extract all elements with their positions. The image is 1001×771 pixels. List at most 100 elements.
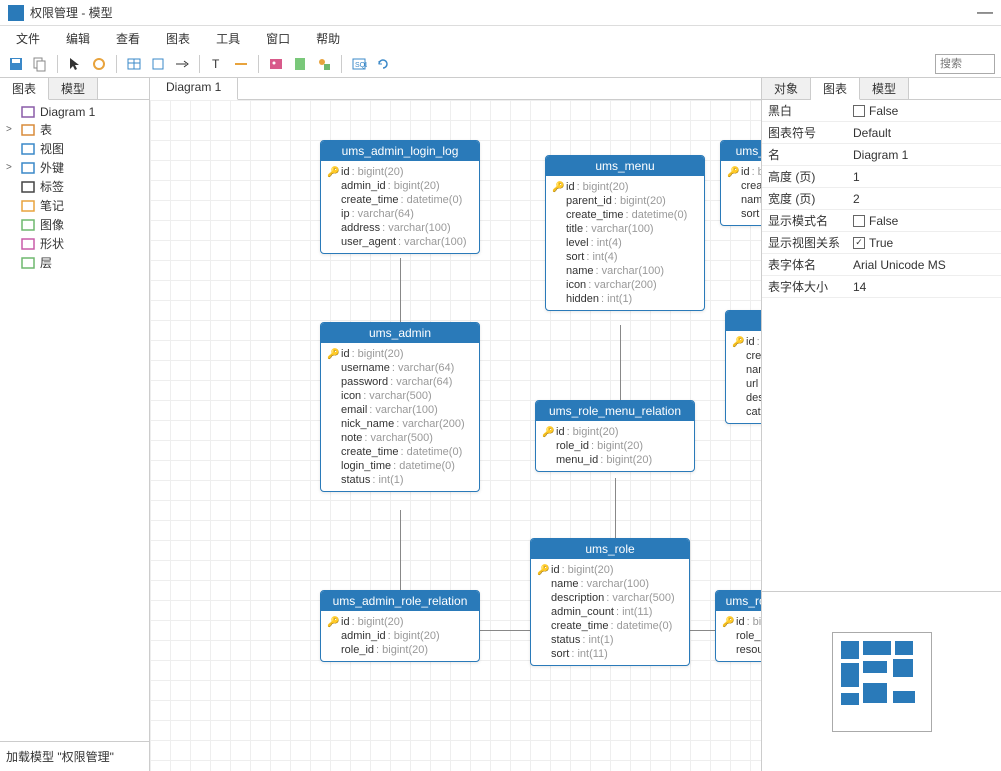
field-row: create_time: datetime(0) [552,208,698,222]
entity-ums_admin_role_relation[interactable]: ums_admin_role_relation🔑id: bigint(20)ad… [320,590,480,662]
menu-编辑[interactable]: 编辑 [54,28,102,49]
prop-row[interactable]: 宽度 (页)2 [762,188,1001,210]
prop-row[interactable]: 表字体大小14 [762,276,1001,298]
right-tabs: 对象图表模型 [762,78,1001,100]
entity-header: ums_role_resource_relation [716,591,761,611]
arrow-btn[interactable] [172,54,192,74]
entity-ums_resource_category[interactable]: ums_resource_category🔑id: bigint(20)crea… [720,140,761,226]
prop-row[interactable]: 黑白False [762,100,1001,122]
table-btn[interactable] [124,54,144,74]
property-grid[interactable]: 黑白False图表符号Default名Diagram 1高度 (页)1宽度 (页… [762,100,1001,591]
app-icon [8,5,24,21]
entity-ums_role_menu_relation[interactable]: ums_role_menu_relation🔑id: bigint(20)rol… [535,400,695,472]
left-tab-1[interactable]: 模型 [49,78,98,99]
field-row: sort: int(11) [537,647,683,661]
hline-btn[interactable] [231,54,251,74]
hand-btn[interactable] [89,54,109,74]
image-btn[interactable] [266,54,286,74]
field-row: 🔑id: bigint(20) [327,165,473,179]
text-btn[interactable]: T [207,54,227,74]
tree-diagram[interactable]: Diagram 1 [2,104,147,120]
minimap-block [841,663,859,687]
shape-btn[interactable] [314,54,334,74]
prop-row[interactable]: 表字体名Arial Unicode MS [762,254,1001,276]
tree-view[interactable]: 视图 [2,139,147,158]
save-btn[interactable] [6,54,26,74]
field-row: create_time: datetime(0) [327,193,473,207]
search-input[interactable] [935,54,995,74]
prop-row[interactable]: 名Diagram 1 [762,144,1001,166]
field-row: user_agent: varchar(100) [327,235,473,249]
field-row: role_id: bigint(20) [327,643,473,657]
tree-image[interactable]: 图像 [2,215,147,234]
tree-tag[interactable]: 标签 [2,177,147,196]
menu-帮助[interactable]: 帮助 [304,28,352,49]
checkbox[interactable] [853,215,865,227]
right-tab-1[interactable]: 图表 [811,78,860,100]
entity-ums_menu[interactable]: ums_menu🔑id: bigint(20)parent_id: bigint… [545,155,705,311]
prop-row[interactable]: 显示视图关系✓True [762,232,1001,254]
center-tab[interactable]: Diagram 1 [150,78,238,100]
diagram-canvas[interactable]: ums_admin_login_log🔑id: bigint(20)admin_… [150,100,761,771]
tree-fkey[interactable]: >外键 [2,158,147,177]
minimap-block [841,693,859,705]
menu-bar: 文件编辑查看图表工具窗口帮助 [0,26,1001,50]
minimap[interactable] [762,591,1001,771]
sql-btn[interactable]: SQL [349,54,369,74]
prop-row[interactable]: 显示模式名False [762,210,1001,232]
entity-ums_resource[interactable]: ums_resource🔑id: bigint(20)create_time: … [725,310,761,424]
entity-ums_admin[interactable]: ums_admin🔑id: bigint(20)username: varcha… [320,322,480,492]
menu-图表[interactable]: 图表 [154,28,202,49]
minimap-block [841,641,859,659]
checkbox[interactable] [853,105,865,117]
entity-ums_role[interactable]: ums_role🔑id: bigint(20)name: varchar(100… [530,538,690,666]
menu-文件[interactable]: 文件 [4,28,52,49]
menu-查看[interactable]: 查看 [104,28,152,49]
square-btn[interactable] [148,54,168,74]
field-row: 🔑id: bigint(20) [552,180,698,194]
field-row: name: varchar(200) [727,193,761,207]
field-row: admin_id: bigint(20) [327,179,473,193]
minimap-block [893,659,913,677]
status-text: 加载模型 "权限管理" [0,741,149,771]
cursor-btn[interactable] [65,54,85,74]
tree-table[interactable]: >表 [2,120,147,139]
menu-窗口[interactable]: 窗口 [254,28,302,49]
field-row: admin_count: int(11) [537,605,683,619]
checkbox[interactable]: ✓ [853,237,865,249]
field-row: role_id: bigint(20) [722,629,761,643]
copy-btn[interactable] [30,54,50,74]
field-row: parent_id: bigint(20) [552,194,698,208]
entity-ums_role_resource_relation[interactable]: ums_role_resource_relation🔑id: bigint(20… [715,590,761,662]
relation-line [400,510,401,590]
tree-shape[interactable]: 形状 [2,234,147,253]
field-row: create_time: datetime(0) [732,349,761,363]
field-row: create_time: datetime(0) [327,445,473,459]
field-row: nick_name: varchar(200) [327,417,473,431]
tree-note[interactable]: 笔记 [2,196,147,215]
left-panel: 图表模型 Diagram 1>表视图>外键标签笔记图像形状层 加载模型 "权限管… [0,78,150,771]
relation-line [400,258,401,322]
field-row: login_time: datetime(0) [327,459,473,473]
minimap-block [863,683,887,703]
note-btn[interactable] [290,54,310,74]
entity-header: ums_resource_category [721,141,761,161]
field-row: 🔑id: bigint(20) [537,563,683,577]
field-row: name: varchar(200) [732,363,761,377]
left-tab-0[interactable]: 图表 [0,78,49,100]
field-row: name: varchar(100) [537,577,683,591]
field-row: sort: int(4) [727,207,761,221]
field-row: role_id: bigint(20) [542,439,688,453]
field-row: url: varchar(200) [732,377,761,391]
minimize-btn[interactable]: — [977,4,993,22]
prop-row[interactable]: 高度 (页)1 [762,166,1001,188]
prop-row[interactable]: 图表符号Default [762,122,1001,144]
object-tree[interactable]: Diagram 1>表视图>外键标签笔记图像形状层 [0,100,149,741]
right-tab-2[interactable]: 模型 [860,78,909,99]
entity-ums_admin_login_log[interactable]: ums_admin_login_log🔑id: bigint(20)admin_… [320,140,480,254]
field-row: icon: varchar(200) [552,278,698,292]
refresh-btn[interactable] [373,54,393,74]
right-tab-0[interactable]: 对象 [762,78,811,99]
tree-layer[interactable]: 层 [2,253,147,272]
menu-工具[interactable]: 工具 [204,28,252,49]
